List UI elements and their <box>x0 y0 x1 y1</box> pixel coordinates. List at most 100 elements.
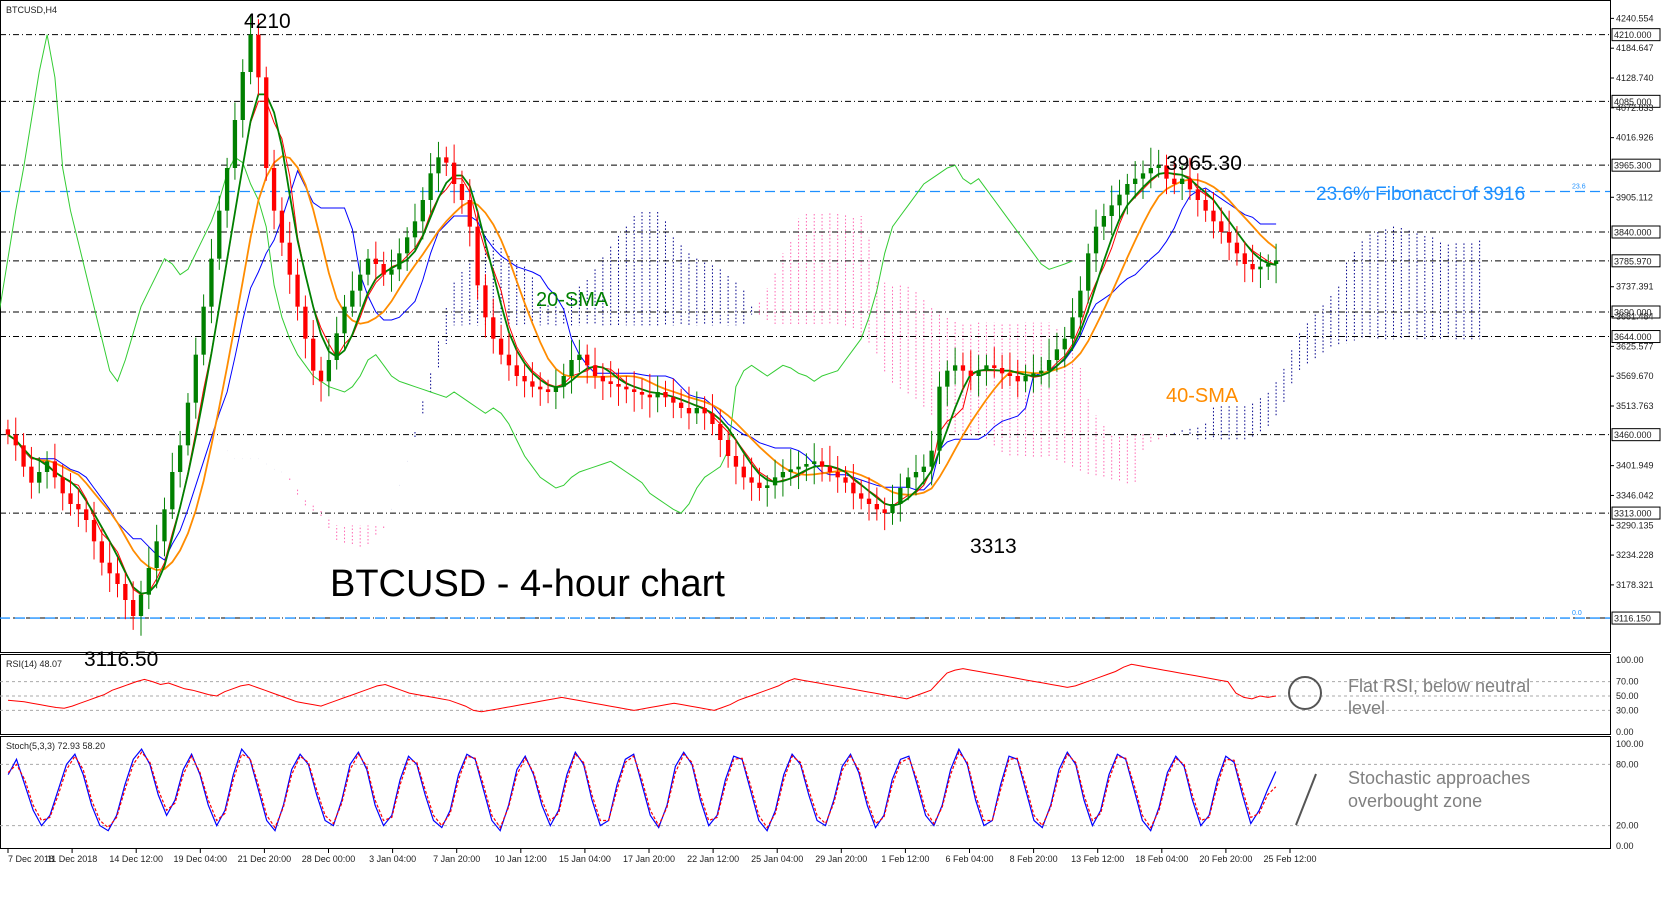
candle-body <box>639 392 645 395</box>
candle-body <box>569 360 574 376</box>
stoch-level-label: 80.00 <box>1616 759 1639 769</box>
candle-body <box>1164 165 1169 179</box>
tenkan-line <box>7 100 1277 596</box>
candle-body <box>608 381 613 384</box>
candle-body <box>1234 242 1240 254</box>
candle-body <box>358 274 363 291</box>
candle-body <box>561 376 566 387</box>
rsi-note-line2: level <box>1348 698 1385 718</box>
candle-body <box>475 226 480 286</box>
price-tick-label: 4128.740 <box>1616 73 1654 83</box>
candle-body <box>271 168 277 211</box>
candle-body <box>906 477 911 488</box>
level-tag: 3840.000 <box>1614 228 1652 238</box>
candle-body <box>804 464 809 467</box>
candle-body <box>553 386 559 392</box>
time-tick-label: 15 Jan 04:00 <box>559 854 611 864</box>
candle-body <box>686 408 692 414</box>
chart-title: BTCUSD - 4-hour chart <box>330 563 725 605</box>
fib-label: 23.6% Fibonacci of 3916 <box>1316 184 1525 205</box>
candle-body <box>303 306 308 339</box>
candle-body <box>1039 370 1044 374</box>
stoch-level-label: 20.00 <box>1616 821 1639 831</box>
rsi-indicator-label: RSI(14) 48.07 <box>6 659 62 669</box>
time-tick-label: 21 Dec 20:00 <box>238 854 292 864</box>
candle-body <box>1062 338 1067 350</box>
candle-body <box>725 440 731 456</box>
candle-body <box>600 376 606 382</box>
candle-body <box>655 392 660 398</box>
candle-body <box>334 333 339 360</box>
candle-body <box>616 384 621 387</box>
price-tick-label: 4240.554 <box>1616 13 1654 23</box>
price-tick-label: 4184.647 <box>1616 43 1654 53</box>
candle-body <box>373 258 378 264</box>
time-tick-label: 17 Jan 20:00 <box>623 854 675 864</box>
candle-body <box>1258 266 1263 270</box>
time-tick-label: 10 Jan 12:00 <box>495 854 547 864</box>
candle-body <box>882 509 887 514</box>
price-tick-label: 3737.391 <box>1616 282 1654 292</box>
price-tick-label: 4016.926 <box>1616 133 1654 143</box>
stoch-d-line <box>7 751 1277 829</box>
candle-body <box>647 394 652 398</box>
price-tick-label: 3401.949 <box>1616 461 1654 471</box>
time-tick-label: 20 Feb 20:00 <box>1199 854 1252 864</box>
candle-body <box>835 472 840 478</box>
candle-body <box>585 354 590 366</box>
price-axis: 4240.554 4184.647 4128.740 4072.833 4016.926… <box>1610 13 1654 590</box>
candle-body <box>60 477 65 494</box>
main-panel-frame <box>0 0 1611 653</box>
annot-3313: 3313 <box>970 535 1017 558</box>
candle-body <box>812 461 817 464</box>
level-tag: 3313.000 <box>1614 509 1652 519</box>
candle-body <box>1046 360 1052 371</box>
level-tag: 3965.300 <box>1614 161 1652 171</box>
candle-body <box>592 365 598 376</box>
candle-body <box>365 258 371 275</box>
candle-body <box>772 477 778 486</box>
candlesticks <box>5 14 1279 636</box>
candle-body <box>788 469 793 472</box>
candle-body <box>115 573 120 584</box>
candle-body <box>866 498 872 504</box>
candle-body <box>311 338 316 371</box>
time-tick-label: 28 Dec 00:00 <box>302 854 356 864</box>
candle-body <box>1093 226 1099 254</box>
candle-body <box>1203 200 1208 211</box>
candle-body <box>796 466 801 470</box>
candle-body <box>138 594 144 616</box>
candle-body <box>913 472 919 478</box>
candle-body <box>1015 376 1020 382</box>
candle-body <box>1109 205 1114 216</box>
time-tick-label: 7 Jan 20:00 <box>433 854 480 864</box>
candle-body <box>451 162 457 184</box>
price-tick-label: 3625.577 <box>1616 341 1654 351</box>
rsi-panel-frame <box>0 654 1611 735</box>
candle-body <box>976 370 981 376</box>
indicator-lines <box>0 34 1277 596</box>
candle-body <box>1031 373 1036 376</box>
candle-body <box>256 34 261 78</box>
level-tag-box <box>1611 305 1661 319</box>
candle-body <box>757 482 762 488</box>
stoch-panel: 100.00 80.00 20.00 0.00 <box>0 739 1644 851</box>
candle-body <box>1023 376 1028 382</box>
candle-body <box>21 445 26 467</box>
candle-body <box>1179 178 1185 184</box>
candle-body <box>1125 184 1130 195</box>
candle-body <box>483 285 488 318</box>
level-tag-box <box>1611 506 1661 520</box>
price-tick-label: 3290.135 <box>1616 520 1654 530</box>
fib-ratio: 23.6 <box>1572 183 1586 190</box>
rsi-level-label: 50.00 <box>1616 691 1639 701</box>
sma20-label: 20-SMA <box>536 289 609 311</box>
time-tick-label: 13 Feb 12:00 <box>1071 854 1124 864</box>
candle-body <box>741 466 746 478</box>
candle-body <box>1219 221 1224 232</box>
price-tick-label: 3346.042 <box>1616 490 1654 500</box>
level-tag-box <box>1611 28 1661 42</box>
candle-body <box>999 368 1005 374</box>
price-tick-label: 4072.833 <box>1616 103 1654 113</box>
